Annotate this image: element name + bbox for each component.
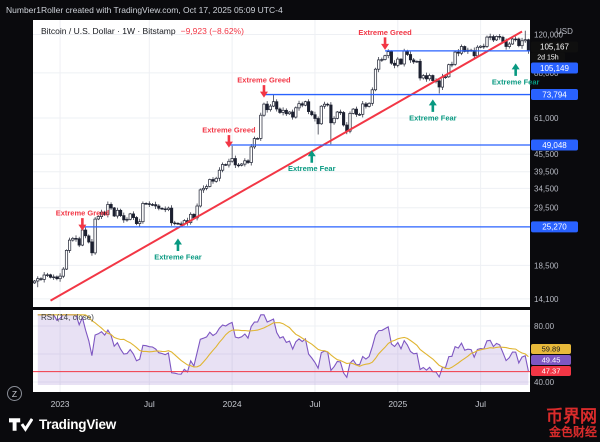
annotation-label: Extreme Fear — [288, 164, 336, 173]
svg-text:2025: 2025 — [388, 399, 407, 409]
horizontal-levels[interactable] — [82, 50, 530, 228]
svg-text:47.37: 47.37 — [542, 367, 561, 376]
svg-text:59.89: 59.89 — [542, 345, 561, 354]
rsi-line — [37, 314, 529, 379]
svg-text:Jul: Jul — [475, 399, 486, 409]
currency-label: USD — [556, 27, 573, 36]
rsi-indicator-legend[interactable]: RSI (14, close) — [41, 313, 94, 322]
svg-text:40.00: 40.00 — [534, 378, 555, 387]
level-price-badge: 49,048 — [531, 139, 578, 151]
symbol-legend[interactable]: Bitcoin / U.S. Dollar · 1W · Bitstamp −9,… — [41, 26, 244, 36]
sentiment-annotations: Extreme Greed Extreme Fear Extreme Greed Ex… — [56, 28, 540, 262]
annotation-label: Extreme Fear — [409, 113, 457, 122]
svg-text:34,500: 34,500 — [534, 184, 559, 193]
annotation-label: Extreme Greed — [237, 76, 291, 85]
fear-arrow-icon — [307, 150, 316, 163]
candlestick-series — [33, 30, 530, 288]
svg-text:2023: 2023 — [51, 399, 70, 409]
price-change: −9,923 (−8.62%) — [180, 26, 244, 36]
svg-text:80.00: 80.00 — [534, 322, 555, 331]
rsi-value-badge: 59.89 — [531, 344, 571, 354]
svg-text:105,149: 105,149 — [540, 64, 569, 73]
price-pane-bg[interactable] — [33, 20, 530, 307]
annotation-label: Extreme Greed — [202, 126, 256, 135]
gridlines — [33, 20, 530, 392]
rsi-ma-line — [37, 314, 529, 370]
greed-arrow-icon — [78, 218, 87, 231]
level-price-badge: 105,149 — [531, 62, 578, 74]
symbol-title: Bitcoin / U.S. Dollar · 1W · Bitstamp — [41, 26, 176, 36]
greed-arrow-icon — [259, 85, 268, 98]
rsi-value-badge: 47.37 — [531, 366, 571, 376]
level-price-badge: 25,270 — [531, 221, 578, 233]
svg-text:14,100: 14,100 — [534, 295, 559, 304]
svg-text:2d 15h: 2d 15h — [537, 54, 559, 61]
svg-text:2024: 2024 — [223, 399, 242, 409]
svg-text:25,270: 25,270 — [542, 223, 567, 232]
tradingview-branding[interactable]: TradingView — [9, 417, 116, 432]
svg-text:120,000: 120,000 — [534, 31, 563, 40]
level-price-badge: 73,794 — [531, 89, 578, 101]
last-price-badge: 105,167 — [531, 41, 578, 53]
bar-countdown-badge: 2d 15h — [531, 52, 565, 61]
rsi-area-fill — [37, 314, 529, 385]
fear-arrow-icon — [428, 99, 437, 112]
site-watermark: 币界网 金色财经 — [546, 406, 597, 440]
annotation-label: Extreme Greed — [358, 28, 412, 37]
svg-text:29,500: 29,500 — [534, 204, 559, 213]
time-axis-labels[interactable]: 2023 Jul 2024 Jul 2025 Jul — [51, 399, 487, 409]
greed-arrow-icon — [224, 135, 233, 148]
tradingview-wordmark: TradingView — [39, 417, 117, 432]
svg-text:18,500: 18,500 — [534, 261, 559, 270]
timezone-badge[interactable]: Z — [7, 386, 22, 401]
svg-text:Jul: Jul — [310, 399, 321, 409]
svg-text:73,794: 73,794 — [542, 90, 567, 99]
attribution-text: Number1Roller created with TradingView.c… — [6, 5, 283, 15]
rsi-value-badge: 49.45 — [531, 355, 571, 365]
svg-text:45,500: 45,500 — [534, 150, 559, 159]
svg-text:39,500: 39,500 — [534, 168, 559, 177]
greed-arrow-icon — [381, 37, 390, 50]
svg-text:49,048: 49,048 — [542, 141, 567, 150]
annotation-label: Extreme Fear — [154, 252, 202, 261]
fear-arrow-icon — [173, 238, 182, 251]
watermark-line2: 金色财经 — [548, 425, 597, 440]
svg-text:49.45: 49.45 — [542, 356, 561, 365]
trendline[interactable] — [50, 30, 523, 302]
annotation-label: Extreme Greed — [56, 209, 110, 218]
fear-arrow-icon — [511, 63, 520, 76]
tradingview-logo-icon — [9, 418, 33, 432]
svg-text:105,167: 105,167 — [540, 43, 569, 52]
watermark-line1: 币界网 — [546, 406, 597, 426]
annotation-label: Extreme Fear — [492, 77, 540, 86]
svg-text:61,000: 61,000 — [534, 114, 559, 123]
svg-text:Jul: Jul — [144, 399, 155, 409]
